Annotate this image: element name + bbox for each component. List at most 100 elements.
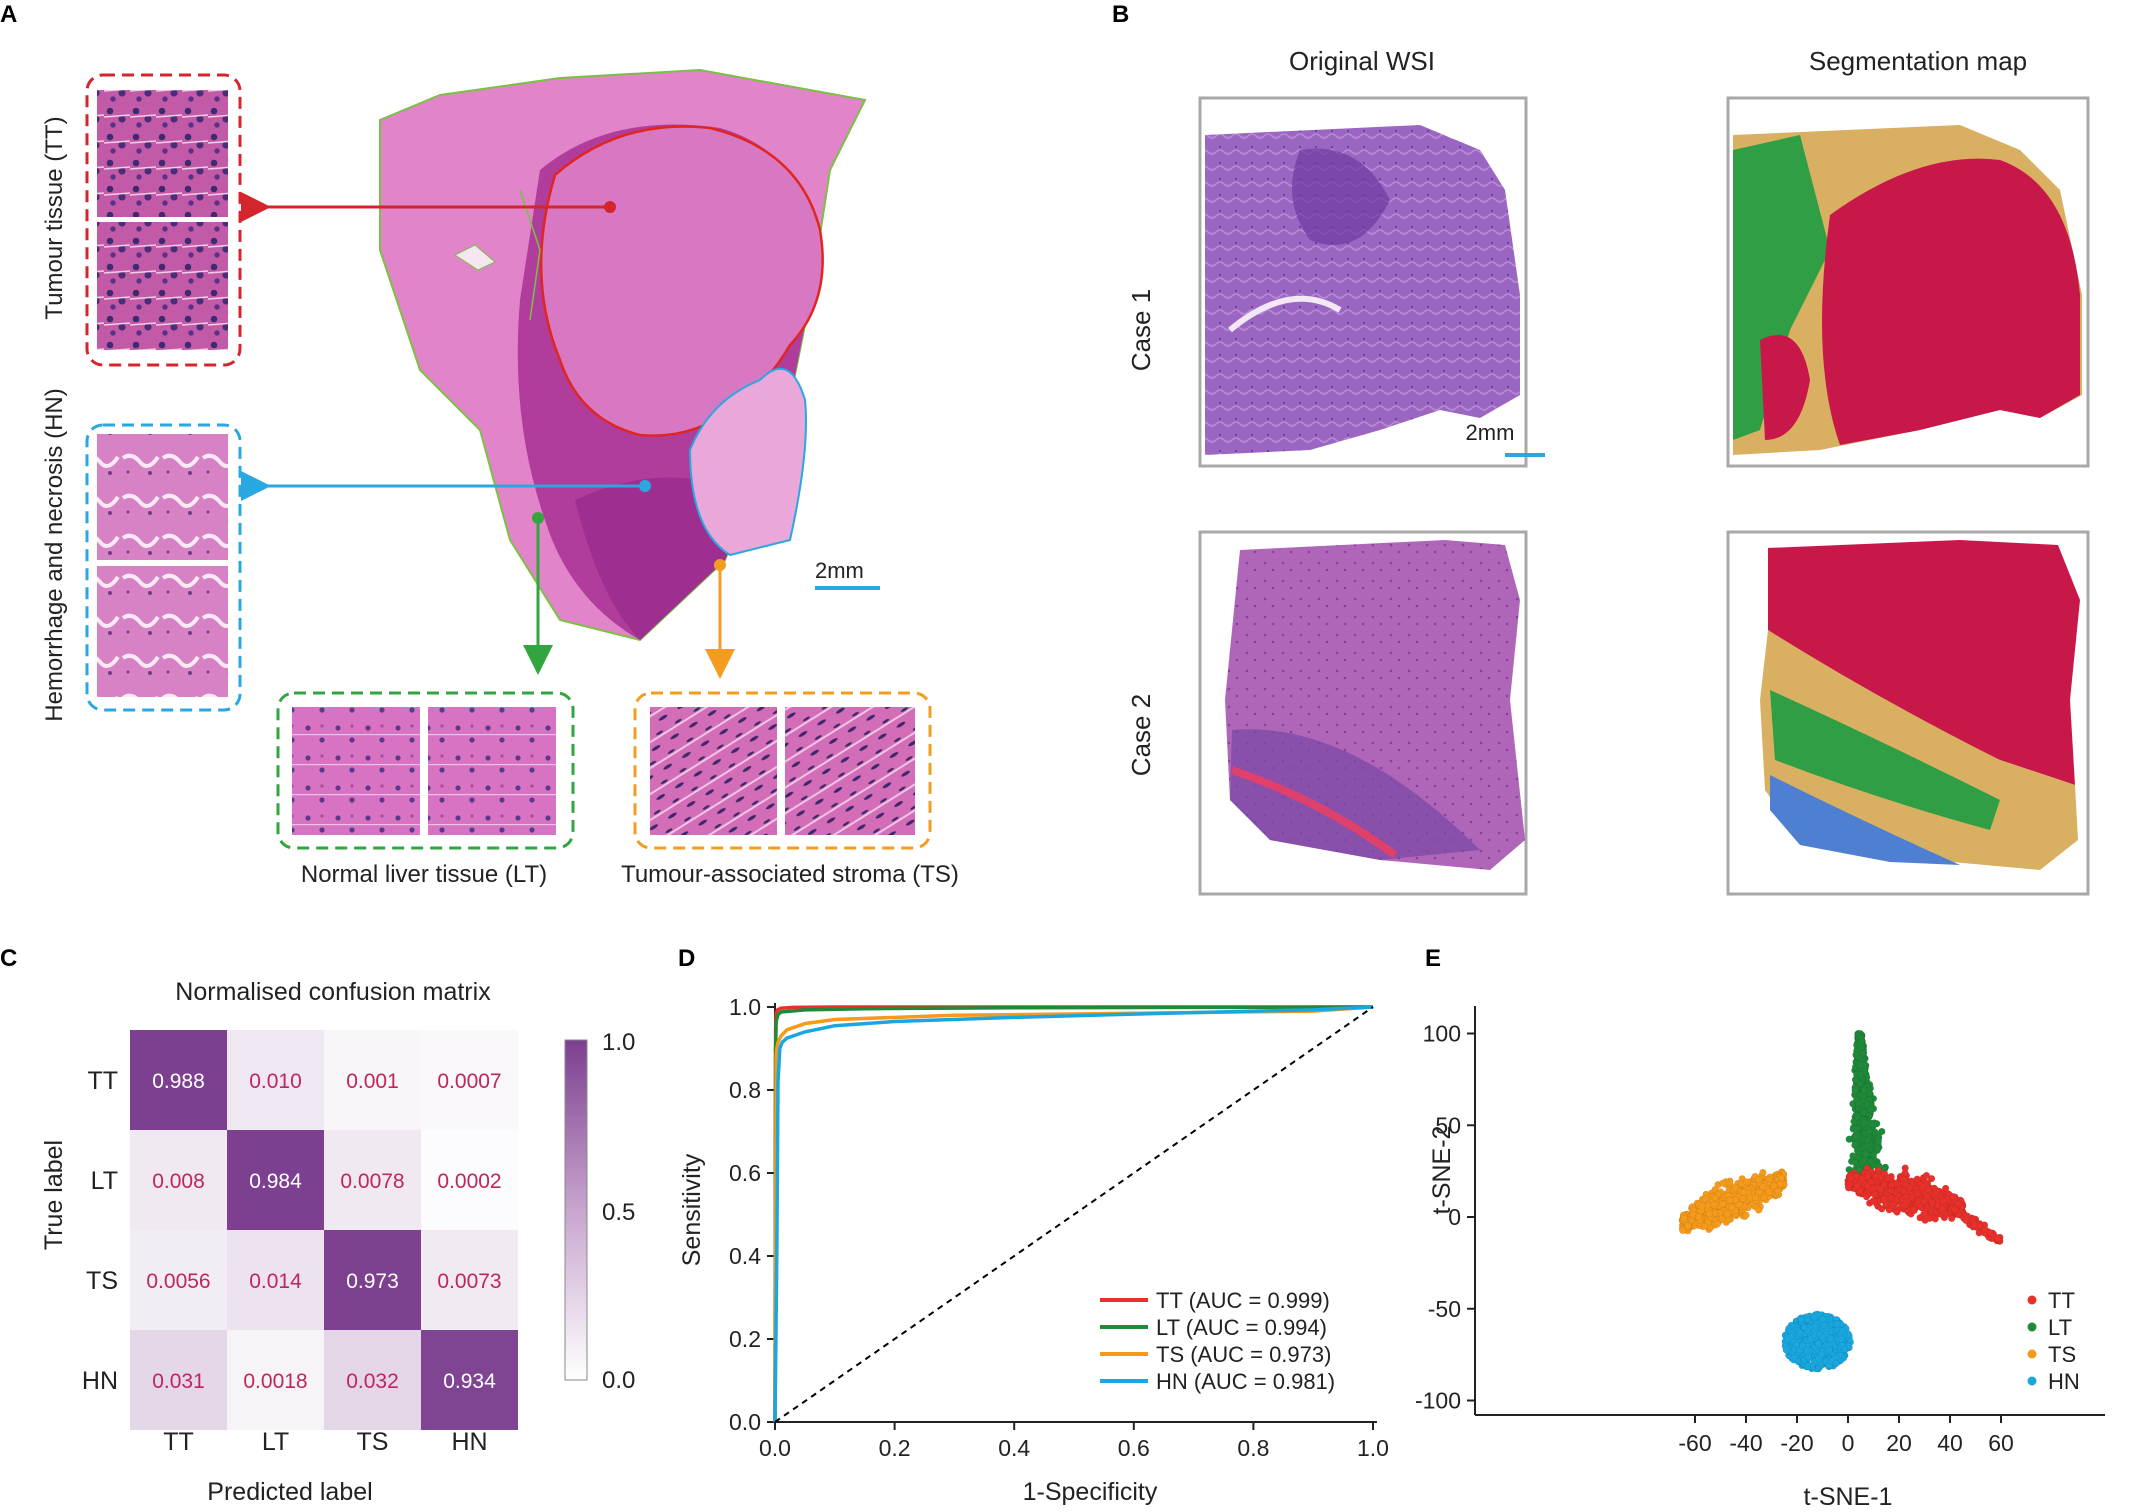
tsne-point [1852, 1051, 1860, 1059]
tsne-x-tick-label: 60 [1988, 1430, 2014, 1456]
panel-c: C Normalised confusion matrix 0.988 0.010… [0, 945, 635, 1506]
roc-x-tick-label: 0.0 [759, 1435, 791, 1461]
tsne-point [1867, 1106, 1875, 1114]
lt-patch-1 [292, 707, 420, 835]
tt-label: Tumour tissue (TT) [41, 116, 68, 319]
lt-label: Normal liver tissue (LT) [301, 861, 547, 888]
tsne-point [1797, 1315, 1806, 1324]
panel-a-scalebar-label: 2mm [815, 558, 864, 583]
tsne-y-tick-label: -100 [1415, 1388, 1461, 1414]
tsne-point [1851, 1087, 1859, 1095]
tsne-legend-marker [2027, 1322, 2037, 1332]
tsne-point [1742, 1211, 1750, 1219]
cm-cell [130, 1230, 227, 1330]
tsne-point [1817, 1350, 1826, 1358]
tsne-point [1865, 1127, 1873, 1135]
roc-legend-label: TT (AUC = 0.999) [1156, 1288, 1330, 1313]
tsne-x-tick-label: 20 [1886, 1430, 1912, 1456]
tsne-point [1887, 1194, 1895, 1202]
tsne-point [1927, 1174, 1936, 1183]
tsne-point [1832, 1359, 1840, 1367]
tsne-point [1920, 1210, 1928, 1218]
cm-cell-value: 0.014 [249, 1270, 302, 1293]
tsne-point [1913, 1175, 1921, 1183]
tsne-point [1718, 1200, 1727, 1208]
panel-b-letter: B [1112, 1, 1129, 28]
tsne-point [1728, 1203, 1736, 1211]
ts-box [633, 691, 932, 850]
cm-x-tick: TT [163, 1428, 194, 1456]
case1-seg-tumour-small [1760, 335, 1810, 440]
tsne-point [1922, 1171, 1931, 1180]
tsne-point [1928, 1199, 1936, 1207]
colorbar [564, 1039, 588, 1381]
roc-series-line [773, 1005, 1374, 1423]
tsne-point [1718, 1215, 1726, 1223]
tt-patch-1 [97, 90, 228, 217]
tsne-point [1711, 1209, 1720, 1217]
hn-patch-2 [97, 566, 228, 697]
cm-cell-value: 0.032 [346, 1370, 399, 1393]
roc-x-tick-label: 0.4 [998, 1435, 1030, 1461]
cm-cell [130, 1030, 227, 1130]
tsne-point [1850, 1117, 1858, 1126]
tsne-point [1994, 1234, 2002, 1242]
tsne-point [1951, 1205, 1959, 1214]
case1-original-dark [1292, 148, 1390, 245]
tsne-point [1755, 1206, 1763, 1214]
tsne-point [1845, 1135, 1853, 1143]
tsne-point [1981, 1225, 1989, 1234]
tsne-point [1822, 1330, 1830, 1338]
tsne-point [1939, 1197, 1947, 1205]
cm-cell-value: 0.001 [346, 1070, 399, 1093]
lt-box [276, 691, 575, 850]
cm-cell-value: 0.0056 [146, 1270, 210, 1293]
cm-cell [421, 1330, 518, 1430]
case2-seg-hn [1770, 775, 1960, 865]
tsne-point [1948, 1214, 1956, 1223]
case1-seg-tumour [1822, 158, 2080, 445]
tsne-point [1735, 1201, 1743, 1209]
tsne-point [1864, 1136, 1872, 1145]
panel-a: A 2mm Tumour tissue (TT) Hemorrhage and … [0, 1, 959, 888]
roc-x-tick-label: 1.0 [1357, 1435, 1389, 1461]
tsne-point [1853, 1182, 1862, 1190]
tsne-point [1970, 1221, 1979, 1229]
roc-y-tick-label: 0.2 [729, 1326, 761, 1352]
tsne-point [1852, 1076, 1860, 1084]
tsne-y-tick-label: 50 [1435, 1112, 1461, 1138]
tsne-xlabel: t-SNE-1 [1804, 1483, 1893, 1511]
case2-label: Case 2 [1126, 694, 1156, 776]
tsne-point [1755, 1175, 1763, 1184]
roc-legend-label: HN (AUC = 0.981) [1156, 1369, 1335, 1394]
confusion-ylabel: True label [40, 1140, 68, 1250]
tsne-point [1862, 1150, 1870, 1158]
roc-y-tick-label: 0.4 [729, 1243, 761, 1269]
case1-original-tissue [1205, 125, 1520, 455]
panel-b: B Original WSI Segmentation map Case 1 C… [1112, 1, 2090, 896]
confusion-title: Normalised confusion matrix [175, 978, 491, 1006]
roc-x-tick-label: 0.8 [1237, 1435, 1269, 1461]
case2-original-edge [1230, 766, 1398, 859]
tsne-point [1837, 1335, 1846, 1343]
cm-cell-value: 0.0002 [437, 1170, 501, 1193]
wsi-necrosis-region [688, 367, 807, 557]
cm-cell [324, 1330, 421, 1430]
tsne-point [1755, 1188, 1763, 1196]
hn-label: Hemorrhage and necrosis (HN) [41, 388, 68, 721]
tsne-point [1856, 1061, 1864, 1069]
roc-y-tick-label: 0.6 [729, 1160, 761, 1186]
tsne-point [1900, 1187, 1908, 1195]
tsne-ylabel: t-SNE-2 [1428, 1126, 1456, 1215]
panel-a-wsi [379, 68, 867, 642]
cm-cell [227, 1330, 324, 1430]
cm-cell-value: 0.031 [152, 1370, 205, 1393]
tsne-point [1723, 1210, 1731, 1218]
col-original-header: Original WSI [1289, 46, 1435, 76]
tsne-point [1731, 1184, 1740, 1192]
panel-d-letter: D [678, 945, 695, 972]
tsne-point [1853, 1125, 1861, 1133]
cm-cell [130, 1130, 227, 1230]
roc-x-tick-label: 0.2 [879, 1435, 911, 1461]
tsne-point [1859, 1108, 1868, 1116]
